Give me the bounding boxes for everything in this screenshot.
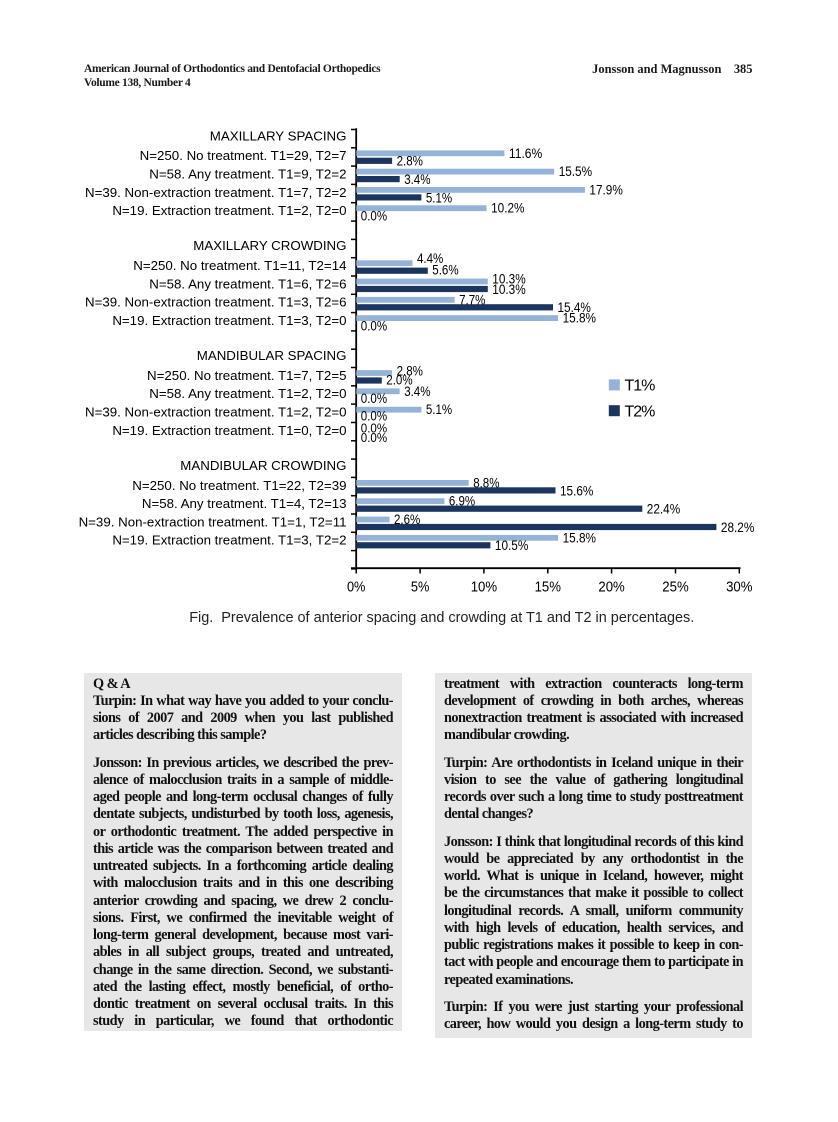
- svg-text:N=39. Non-extraction treatment: N=39. Non-extraction treatment. T1=2, T2…: [85, 405, 347, 420]
- svg-text:10.2%: 10.2%: [491, 200, 524, 216]
- svg-text:5.1%: 5.1%: [426, 189, 452, 205]
- svg-text:15.8%: 15.8%: [563, 310, 596, 326]
- svg-text:N=19. Extraction treatment. T1: N=19. Extraction treatment. T1=2, T2=0: [112, 203, 346, 218]
- svg-text:0.0%: 0.0%: [361, 208, 387, 224]
- svg-text:8.8%: 8.8%: [473, 474, 499, 490]
- svg-text:0%: 0%: [347, 580, 366, 596]
- svg-text:N=39. Non-extraction treatment: N=39. Non-extraction treatment. T1=1, T2…: [79, 514, 347, 529]
- svg-text:7.7%: 7.7%: [459, 291, 485, 307]
- svg-text:2.6%: 2.6%: [394, 511, 420, 527]
- svg-text:0.0%: 0.0%: [361, 408, 387, 424]
- svg-text:15.4%: 15.4%: [558, 299, 591, 315]
- svg-text:25%: 25%: [662, 580, 688, 596]
- svg-text:MAXILLARY SPACING: MAXILLARY SPACING: [210, 128, 347, 143]
- svg-text:3.4%: 3.4%: [404, 171, 430, 187]
- svg-text:MANDIBULAR CROWDING: MANDIBULAR CROWDING: [180, 458, 346, 473]
- svg-text:4.4%: 4.4%: [417, 250, 443, 266]
- svg-text:10.5%: 10.5%: [495, 537, 528, 553]
- svg-text:10%: 10%: [471, 580, 497, 596]
- svg-text:5.1%: 5.1%: [426, 401, 452, 417]
- svg-text:22.4%: 22.4%: [647, 501, 680, 517]
- svg-text:20%: 20%: [598, 580, 624, 596]
- svg-text:3.4%: 3.4%: [404, 383, 430, 399]
- svg-text:N=39. Non-extraction treatment: N=39. Non-extraction treatment. T1=7, T2…: [85, 185, 347, 200]
- svg-text:T2%: T2%: [625, 403, 656, 420]
- svg-text:N=19. Extraction treatment. T1: N=19. Extraction treatment. T1=3, T2=2: [112, 533, 346, 548]
- svg-text:17.9%: 17.9%: [589, 181, 622, 197]
- svg-text:N=250. No treatment. T1=7, T2=: N=250. No treatment. T1=7, T2=5: [147, 368, 346, 383]
- svg-text:N=39. Non-extraction treatment: N=39. Non-extraction treatment. T1=3, T2…: [85, 295, 347, 310]
- svg-text:15.5%: 15.5%: [559, 163, 592, 179]
- svg-text:10.3%: 10.3%: [492, 270, 525, 286]
- svg-text:2.8%: 2.8%: [397, 153, 423, 169]
- svg-text:30%: 30%: [726, 580, 752, 596]
- svg-text:N=58. Any treatment. T1=4, T2=: N=58. Any treatment. T1=4, T2=13: [142, 496, 347, 511]
- svg-text:MAXILLARY CROWDING: MAXILLARY CROWDING: [193, 238, 346, 253]
- svg-text:N=19. Extraction treatment. T1: N=19. Extraction treatment. T1=3, T2=0: [112, 313, 346, 328]
- svg-text:N=250. No treatment. T1=11, T2: N=250. No treatment. T1=11, T2=14: [133, 258, 346, 273]
- svg-text:N=250. No treatment. T1=22, T2: N=250. No treatment. T1=22, T2=39: [132, 478, 346, 493]
- svg-text:10.3%: 10.3%: [492, 281, 525, 297]
- svg-text:N=58. Any treatment. T1=9, T2=: N=58. Any treatment. T1=9, T2=2: [149, 167, 346, 182]
- svg-text:15%: 15%: [535, 580, 561, 596]
- svg-text:6.9%: 6.9%: [449, 493, 475, 509]
- svg-text:0.0%: 0.0%: [361, 318, 387, 334]
- svg-text:0.0%: 0.0%: [361, 390, 387, 406]
- svg-text:2.0%: 2.0%: [386, 372, 412, 388]
- svg-text:N=58. Any treatment. T1=2, T2=: N=58. Any treatment. T1=2, T2=0: [149, 386, 346, 401]
- svg-text:2.8%: 2.8%: [397, 363, 423, 379]
- svg-text:11.6%: 11.6%: [509, 145, 542, 161]
- svg-text:28.2%: 28.2%: [721, 519, 754, 535]
- svg-text:N=250. No treatment. T1=29, T2: N=250. No treatment. T1=29, T2=7: [140, 148, 347, 163]
- svg-text:0.0%: 0.0%: [361, 430, 388, 445]
- svg-text:5%: 5%: [411, 580, 430, 596]
- svg-text:N=19. Extraction treatment. T1: N=19. Extraction treatment. T1=0, T2=0: [112, 423, 346, 438]
- svg-text:0.0%: 0.0%: [361, 420, 388, 435]
- svg-text:15.8%: 15.8%: [563, 529, 596, 545]
- svg-text:N=58. Any treatment. T1=6, T2=: N=58. Any treatment. T1=6, T2=6: [149, 276, 346, 291]
- svg-text:T1%: T1%: [625, 378, 656, 395]
- svg-text:5.6%: 5.6%: [432, 261, 458, 277]
- svg-text:MANDIBULAR SPACING: MANDIBULAR SPACING: [197, 348, 347, 363]
- svg-text:15.6%: 15.6%: [560, 482, 593, 498]
